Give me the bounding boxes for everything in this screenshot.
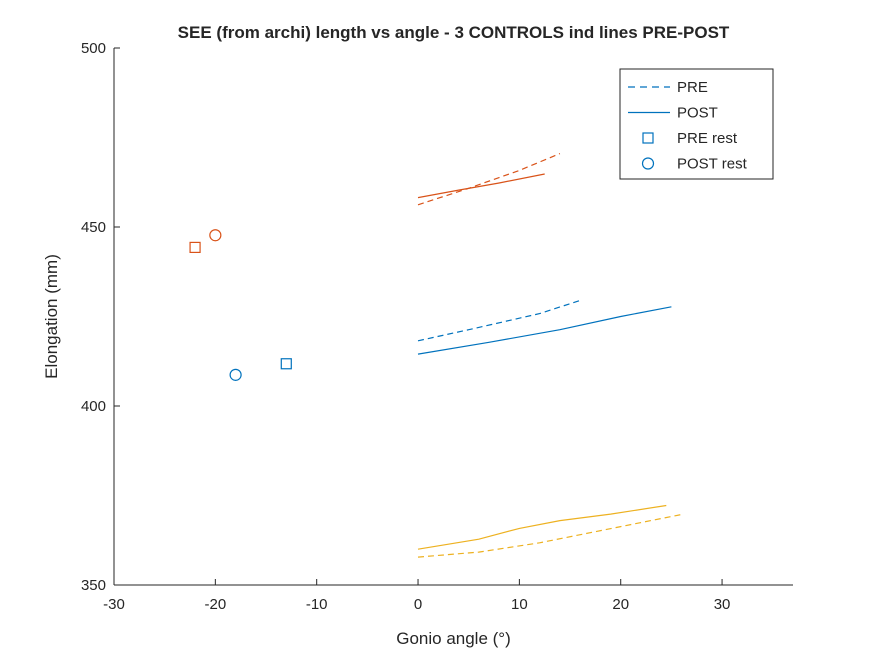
x-tick-label: -10 (306, 596, 328, 613)
series-line-1 (417, 153, 561, 206)
x-tick-label: 10 (511, 596, 528, 613)
rest-point-circle-4 (229, 368, 242, 381)
legend: PRE POST PRE rest POST rest (619, 68, 774, 180)
legend-pre-label: PRE (677, 79, 708, 96)
x-tick-label: 0 (414, 596, 422, 613)
rest-point-circle-2 (209, 229, 222, 242)
y-tick-label: 350 (81, 577, 106, 594)
legend-pre-rest-swatch (642, 132, 654, 144)
y-tick-label: 450 (81, 219, 106, 236)
legend-post-label: POST (677, 105, 718, 122)
y-axis-label: Elongation (mm) (42, 254, 61, 379)
series-line-3 (417, 299, 581, 342)
series-layer (417, 153, 682, 558)
series-line-4 (417, 306, 672, 355)
series-line-5 (417, 513, 682, 558)
x-tick-label: 30 (714, 596, 731, 613)
series-line-6 (417, 504, 667, 550)
legend-post-rest-swatch (641, 157, 655, 170)
x-tick-label: -20 (204, 596, 226, 613)
chart-title: SEE (from archi) length vs angle - 3 CON… (178, 23, 730, 42)
series-line-2 (417, 173, 545, 199)
axes: -30 -20 -10 0 10 20 30 350 400 450 500 (81, 40, 793, 613)
rest-point-square-1 (189, 241, 201, 254)
rest-markers-layer (189, 229, 292, 381)
rest-point-square-3 (280, 358, 292, 370)
y-tick-label: 400 (81, 398, 106, 415)
legend-post-rest-label: POST rest (677, 156, 748, 173)
y-tick-label: 500 (81, 40, 106, 57)
x-axis-label: Gonio angle (°) (396, 629, 511, 648)
x-tick-label: 20 (612, 596, 629, 613)
legend-pre-rest-label: PRE rest (677, 130, 738, 147)
x-tick-label: -30 (103, 596, 125, 613)
